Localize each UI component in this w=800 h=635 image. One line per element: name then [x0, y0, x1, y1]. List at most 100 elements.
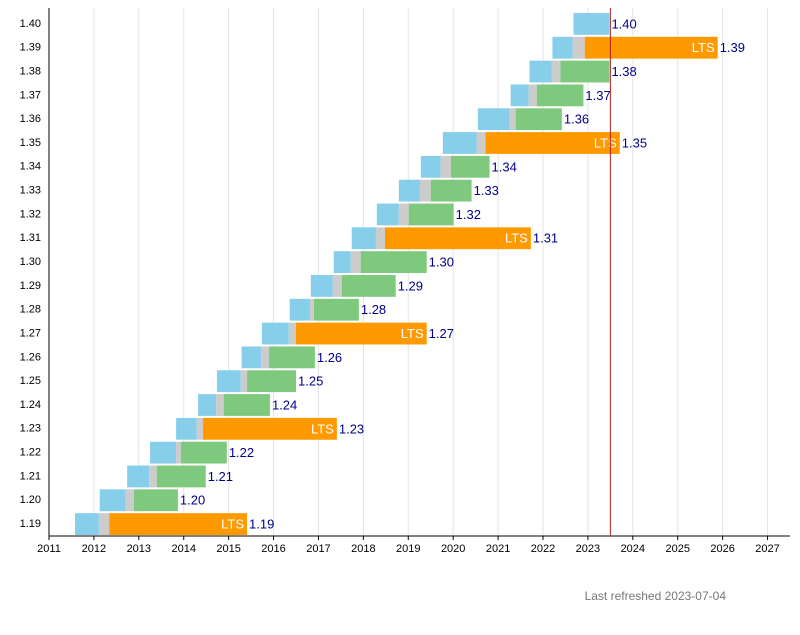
version-label: 1.38: [611, 64, 636, 79]
y-tick-label: 1.27: [20, 327, 41, 339]
y-tick-label: 1.35: [20, 137, 41, 149]
y-tick-label: 1.39: [20, 42, 41, 54]
segment-stable: [288, 322, 296, 345]
version-label: 1.19: [249, 517, 274, 532]
segment-stable: [216, 394, 224, 416]
segment-stable: [572, 36, 585, 59]
version-label: 1.30: [429, 255, 454, 270]
footer: Last refreshed 2023-07-04: [585, 589, 727, 603]
x-tick-label: 2023: [576, 543, 600, 555]
version-label: 1.32: [456, 207, 481, 222]
segment-start: [75, 513, 99, 535]
x-tick-label: 2020: [441, 543, 465, 555]
segment-release: [584, 36, 718, 59]
version-label: 1.27: [429, 326, 454, 341]
segment-stable: [196, 417, 204, 440]
x-tick-label: 2016: [261, 543, 285, 555]
version-label: 1.20: [180, 493, 205, 508]
version-label: 1.28: [361, 302, 386, 317]
segment-release: [360, 251, 427, 273]
segment-start: [552, 36, 573, 59]
segment-start: [510, 84, 529, 107]
segment-release: [269, 346, 315, 369]
lts-label: LTS: [692, 40, 715, 55]
segment-stable: [176, 441, 182, 464]
segment-stable: [149, 465, 157, 488]
segment-start: [477, 108, 510, 131]
segment-start: [176, 417, 197, 440]
segment-stable: [240, 370, 248, 393]
y-tick-label: 1.30: [20, 256, 41, 268]
version-label: 1.39: [720, 40, 745, 55]
segment-stable: [551, 60, 561, 83]
x-tick-label: 2022: [531, 543, 555, 555]
segment-release: [485, 132, 620, 154]
x-tick-label: 2019: [396, 543, 420, 555]
segment-stable: [398, 203, 409, 226]
version-label: 1.25: [298, 374, 323, 389]
segment-start: [398, 179, 420, 202]
segment-release: [203, 417, 337, 440]
segment-start: [216, 370, 241, 393]
y-tick-label: 1.20: [20, 494, 41, 506]
version-label: 1.29: [398, 278, 423, 293]
segment-stable: [309, 298, 314, 321]
segment-release: [313, 298, 359, 321]
version-label: 1.33: [474, 183, 499, 198]
segment-stable: [528, 84, 537, 107]
y-tick-label: 1.28: [20, 304, 41, 316]
segment-start: [127, 465, 150, 488]
segment-stable: [332, 275, 342, 297]
version-label: 1.37: [585, 88, 610, 103]
segment-stable: [509, 108, 516, 131]
segment-stable: [375, 227, 385, 250]
version-label: 1.21: [208, 469, 233, 484]
x-tick-label: 2015: [216, 543, 240, 555]
segment-start: [289, 298, 310, 321]
y-tick-label: 1.32: [20, 208, 41, 220]
y-tick-label: 1.24: [20, 399, 41, 411]
segment-start: [573, 13, 610, 35]
segment-release: [156, 465, 206, 488]
segment-start: [150, 441, 177, 464]
x-tick-label: 2011: [37, 543, 61, 555]
segment-stable: [440, 155, 451, 178]
x-tick-label: 2024: [621, 543, 645, 555]
segment-start: [261, 322, 289, 345]
segment-release: [247, 370, 296, 393]
segment-start: [99, 489, 126, 512]
segment-release: [536, 84, 584, 107]
y-tick-label: 1.25: [20, 375, 41, 387]
x-tick-label: 2014: [171, 543, 195, 555]
segment-release: [515, 108, 562, 131]
x-tick-label: 2013: [127, 543, 151, 555]
x-tick-label: 2021: [486, 543, 510, 555]
segment-release: [408, 203, 454, 226]
version-label: 1.22: [229, 445, 254, 460]
segment-release: [296, 322, 427, 345]
segment-stable: [125, 489, 134, 512]
x-tick-label: 2025: [665, 543, 689, 555]
version-label: 1.36: [564, 112, 589, 127]
segment-stable: [350, 251, 361, 273]
segment-start: [420, 155, 441, 178]
segment-start: [333, 251, 351, 273]
segment-start: [442, 132, 477, 154]
y-tick-label: 1.22: [20, 447, 41, 459]
version-label: 1.40: [611, 16, 636, 31]
segment-start: [529, 60, 552, 83]
segment-start: [241, 346, 261, 369]
version-label: 1.24: [272, 397, 297, 412]
segment-start: [310, 275, 333, 297]
y-tick-label: 1.37: [20, 89, 41, 101]
segment-start: [376, 203, 399, 226]
segment-release: [223, 394, 270, 416]
segment-stable: [419, 179, 431, 202]
segment-release: [133, 489, 178, 512]
lts-label: LTS: [221, 517, 244, 532]
y-tick-label: 1.40: [20, 18, 41, 30]
y-tick-label: 1.23: [20, 423, 41, 435]
segment-release: [430, 179, 472, 202]
